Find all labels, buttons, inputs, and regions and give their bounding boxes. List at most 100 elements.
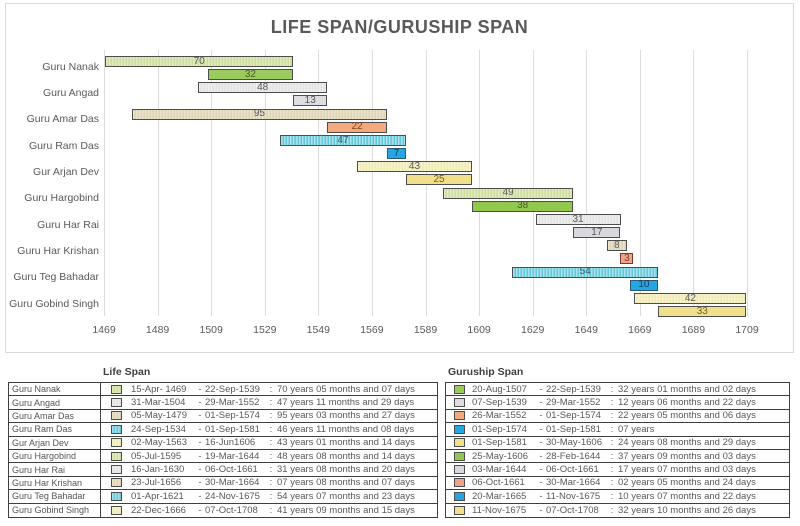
bar-label: 22	[351, 121, 363, 133]
guruship-span-bar: 38	[472, 200, 574, 212]
start-date: 01-Sep-1581	[472, 437, 527, 449]
duration-text: 32 years 01 months and 02 days	[618, 383, 756, 395]
end-date: 22-Sep-1539	[546, 383, 601, 395]
guruship-table-row: 25-May-1606-28-Feb-1644:37 years 09 mont…	[446, 450, 789, 464]
guruship-span-bar: 25	[405, 174, 473, 186]
swatch-cell	[446, 451, 472, 461]
swatch-cell	[101, 398, 131, 408]
swatch-cell	[101, 384, 131, 394]
end-date: 30-Mar-1664	[546, 477, 601, 489]
category-label: Guru Amar Das	[26, 113, 99, 126]
duration-text: 95 years 03 months and 27 days	[277, 410, 415, 422]
swatch-cell	[101, 465, 131, 475]
guruship-span-bar: 10	[629, 279, 659, 291]
category-label: Guru Hargobind	[24, 192, 99, 205]
start-date: 02-May-1563	[131, 437, 187, 449]
date-separator: -	[539, 410, 543, 422]
life-span-bar: 43	[356, 160, 473, 173]
category-label: Guru Har Rai	[37, 218, 99, 231]
gridline	[532, 50, 534, 316]
start-date: 01-Sep-1574	[472, 423, 527, 435]
duration-text: 07 years	[618, 423, 655, 435]
x-tick-label: 1649	[574, 324, 598, 336]
guru-name: Guru Gobind Singh	[9, 503, 101, 517]
color-swatch	[110, 411, 122, 421]
end-date: 30-Mar-1664	[205, 477, 260, 489]
end-date: 29-Mar-1552	[205, 397, 260, 409]
guruship-span-bar: 13	[293, 95, 328, 107]
plot-area: 70 32 48 13 95 22 47 7 43 25 49 38 31 17 8 3 54 10 42 33	[104, 50, 748, 317]
gridline	[747, 50, 748, 316]
gridline	[586, 50, 588, 316]
end-date: 16-Jun1606	[205, 437, 256, 449]
color-swatch	[110, 398, 122, 408]
duration-text: 24 years 08 months and 29 days	[618, 437, 756, 449]
duration-text: 37 years 09 months and 03 days	[618, 450, 756, 462]
start-date: 24-Sep-1534	[131, 423, 186, 435]
bar-label: 7	[393, 147, 400, 159]
chart-panel: LIFE SPAN/GURUSHIP SPAN 70 32 48 13 95 22 47 7 4…	[5, 3, 794, 353]
date-separator: -	[198, 423, 202, 435]
life-span-table: Guru Nanak 15-Apr- 1469-22-Sep-1539:70 ye…	[8, 382, 438, 518]
bar-label: 49	[502, 187, 514, 199]
duration-separator: :	[610, 464, 614, 476]
swatch-cell	[101, 451, 131, 461]
bar-label: 3	[624, 252, 630, 264]
start-date: 05-Jul-1595	[131, 450, 182, 462]
bar-label: 42	[684, 292, 696, 304]
start-date: 26-Mar-1552	[472, 410, 527, 422]
category-label: Guru Har Krishan	[17, 244, 99, 257]
end-date: 28-Feb-1644	[546, 450, 601, 462]
swatch-cell	[101, 411, 131, 421]
start-date: 16-Jan-1630	[131, 464, 185, 476]
color-swatch	[110, 505, 122, 515]
category-label: Guru Teg Bahadar	[13, 271, 99, 284]
duration-text: 31 years 08 months and 20 days	[277, 464, 415, 476]
life-table-row: Guru Gobind Singh 22-Dec-1666-07-Oct-1708…	[9, 503, 437, 517]
bar-label: 43	[408, 160, 421, 172]
guru-name: Guru Angad	[9, 396, 101, 409]
life-span-bar: 48	[198, 81, 327, 94]
duration-separator: :	[269, 450, 273, 462]
color-swatch	[453, 505, 465, 515]
gridline	[371, 50, 373, 316]
date-separator: -	[539, 423, 543, 435]
color-swatch	[453, 424, 465, 434]
gridline	[479, 50, 481, 316]
date-separator: -	[539, 450, 543, 462]
x-tick-label: 1489	[145, 324, 170, 336]
guruship-table-row: 20-Aug-1507-22-Sep-1539:32 years 01 mont…	[446, 383, 789, 397]
swatch-cell	[101, 424, 131, 434]
swatch-cell	[446, 424, 472, 434]
swatch-cell	[446, 465, 472, 475]
guru-name: Gur Arjan Dev	[9, 436, 101, 449]
duration-text: 48 years 08 months and 14 days	[277, 450, 415, 462]
duration-separator: :	[269, 397, 273, 409]
color-swatch	[110, 465, 122, 475]
bar-label: 95	[253, 108, 265, 120]
date-separator: -	[539, 504, 543, 516]
guru-name: Guru Amar Das	[9, 409, 101, 423]
start-date: 03-Mar-1644	[472, 464, 527, 476]
duration-text: 41 years 09 months and 15 days	[277, 504, 415, 516]
x-tick-label: 1689	[681, 324, 706, 336]
swatch-cell	[101, 491, 131, 501]
guruship-span-bar: 7	[387, 148, 406, 159]
date-separator: -	[539, 397, 543, 409]
duration-separator: :	[269, 423, 273, 435]
swatch-cell	[446, 478, 472, 488]
duration-text: 12 years 06 months and 22 days	[618, 397, 756, 409]
life-table-row: Guru Hargobind 05-Jul-1595 -19-Mar-1644:48…	[9, 449, 437, 464]
guruship-table-row: 11-Nov-1675-07-Oct-1708:32 years 10 mont…	[446, 504, 789, 517]
guru-name: Guru Nanak	[9, 383, 101, 396]
date-separator: -	[198, 410, 202, 422]
gridline	[264, 50, 266, 316]
end-date: 01-Sep-1574	[546, 410, 601, 422]
life-table-row: Guru Teg Bahadar 01-Apr-1621 -24-Nov-1675:…	[9, 490, 437, 504]
date-separator: -	[539, 383, 543, 395]
x-tick-label: 1509	[199, 324, 223, 336]
bar-label: 48	[257, 81, 269, 93]
color-swatch	[110, 384, 122, 394]
category-label: Gur Arjan Dev	[33, 165, 99, 178]
